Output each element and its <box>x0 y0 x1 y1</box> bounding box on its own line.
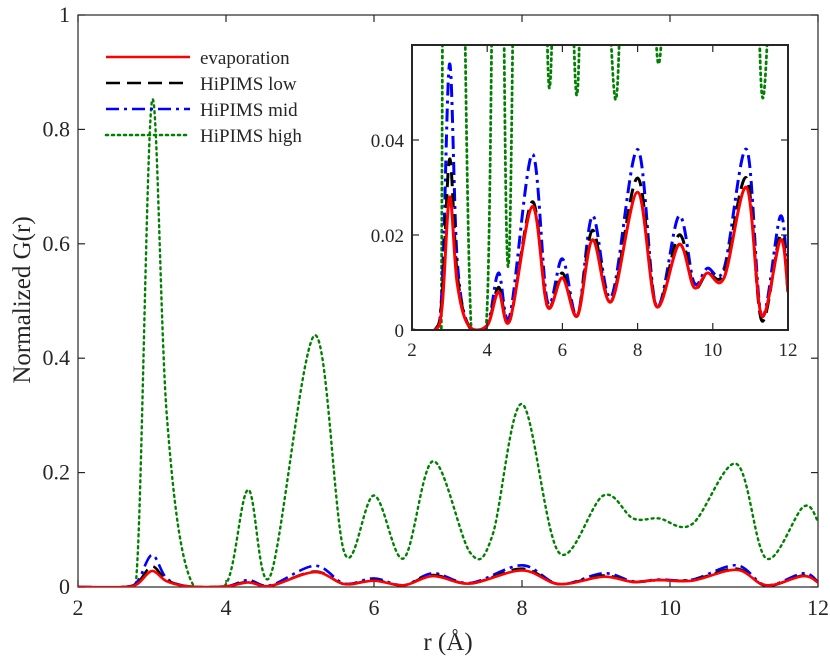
main-x-tick-label: 12 <box>807 595 829 620</box>
legend-label-hipims-mid: HiPIMS mid <box>200 100 298 121</box>
inset-x-tick-label: 6 <box>558 340 568 361</box>
inset-x-tick-label: 10 <box>703 340 722 361</box>
x-axis-label: r (Å) <box>423 629 472 656</box>
legend-label-evaporation: evaporation <box>200 48 290 69</box>
main-y-tick-label: 0 <box>59 574 70 599</box>
inset-series-evaporation <box>412 185 788 330</box>
main-y-tick-label: 0.4 <box>43 345 71 370</box>
main-x-tick-label: 6 <box>369 595 380 620</box>
inset-ticks: 2 4 6 8 10 12 0 0.02 0.04 <box>371 45 798 361</box>
main-x-tick-label: 10 <box>659 595 681 620</box>
inset-series <box>412 45 788 330</box>
main-series-hipims-high <box>78 97 818 587</box>
legend-label-hipims-low: HiPIMS low <box>200 74 297 95</box>
inset-y-tick-label: 0.02 <box>371 226 404 247</box>
inset-y-tick-label: 0 <box>395 321 405 342</box>
main-x-tick-label: 8 <box>517 595 528 620</box>
inset-axes-border <box>411 44 789 331</box>
main-y-tick-label: 0.2 <box>43 460 71 485</box>
inset-x-tick-label: 2 <box>407 340 417 361</box>
main-series-evaporation <box>78 568 818 587</box>
legend: evaporation HiPIMS low HiPIMS mid HiPIMS hi… <box>104 48 302 147</box>
inset-x-tick-label: 12 <box>779 340 798 361</box>
y-axis-label: Normalized G(r) <box>9 216 36 383</box>
legend-label-hipims-high: HiPIMS high <box>200 126 302 147</box>
inset-x-tick-label: 8 <box>633 340 643 361</box>
main-ticks: 2 4 6 8 10 12 0 0.2 0.4 0.6 0.8 1 <box>43 2 830 620</box>
main-y-tick-label: 0.6 <box>43 231 71 256</box>
inset-y-tick-label: 0.04 <box>371 131 405 152</box>
inset-x-tick-label: 4 <box>482 340 492 361</box>
main-x-tick-label: 4 <box>221 595 232 620</box>
inset-axes-frame <box>411 44 789 331</box>
main-y-tick-label: 0.8 <box>43 116 71 141</box>
main-series <box>78 97 818 587</box>
main-y-tick-label: 1 <box>59 2 70 27</box>
main-x-tick-label: 2 <box>73 595 84 620</box>
